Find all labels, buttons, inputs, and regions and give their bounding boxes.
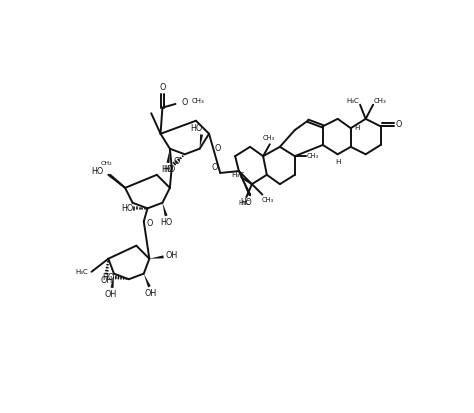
Text: CH₂: CH₂ [100, 161, 112, 166]
Polygon shape [144, 274, 151, 287]
Text: O: O [214, 145, 220, 153]
Text: O: O [159, 83, 165, 92]
Text: CH₃: CH₃ [307, 153, 319, 159]
Text: HO: HO [240, 198, 252, 207]
Polygon shape [163, 203, 168, 216]
Text: O: O [395, 120, 401, 129]
Text: H₃C: H₃C [76, 269, 89, 275]
Text: CH₃: CH₃ [263, 135, 275, 141]
Text: HO: HO [102, 273, 114, 282]
Text: HO: HO [191, 123, 203, 133]
Text: O: O [146, 219, 153, 228]
Text: H: H [335, 159, 340, 166]
Polygon shape [149, 255, 164, 259]
Text: H₃C: H₃C [231, 172, 245, 178]
Text: O: O [173, 157, 179, 166]
Text: HO: HO [161, 165, 173, 174]
Text: CH₃: CH₃ [191, 98, 204, 104]
Text: OH: OH [104, 290, 116, 299]
Text: HO: HO [163, 165, 175, 174]
Polygon shape [200, 134, 203, 149]
Text: OH: OH [165, 251, 178, 260]
Text: HO: HO [160, 218, 172, 227]
Text: CH₃: CH₃ [374, 98, 386, 104]
Text: O: O [182, 97, 188, 107]
Text: H₃C: H₃C [238, 200, 251, 206]
Text: O: O [211, 163, 218, 172]
Polygon shape [166, 149, 170, 163]
Polygon shape [239, 171, 251, 196]
Text: CH₃: CH₃ [262, 197, 273, 203]
Text: OH: OH [145, 289, 156, 297]
Polygon shape [110, 274, 114, 288]
Text: HO: HO [121, 204, 133, 213]
Text: H₃C: H₃C [346, 98, 359, 104]
Text: H: H [355, 125, 360, 131]
Text: OH: OH [100, 276, 113, 285]
Text: HO: HO [91, 166, 103, 176]
